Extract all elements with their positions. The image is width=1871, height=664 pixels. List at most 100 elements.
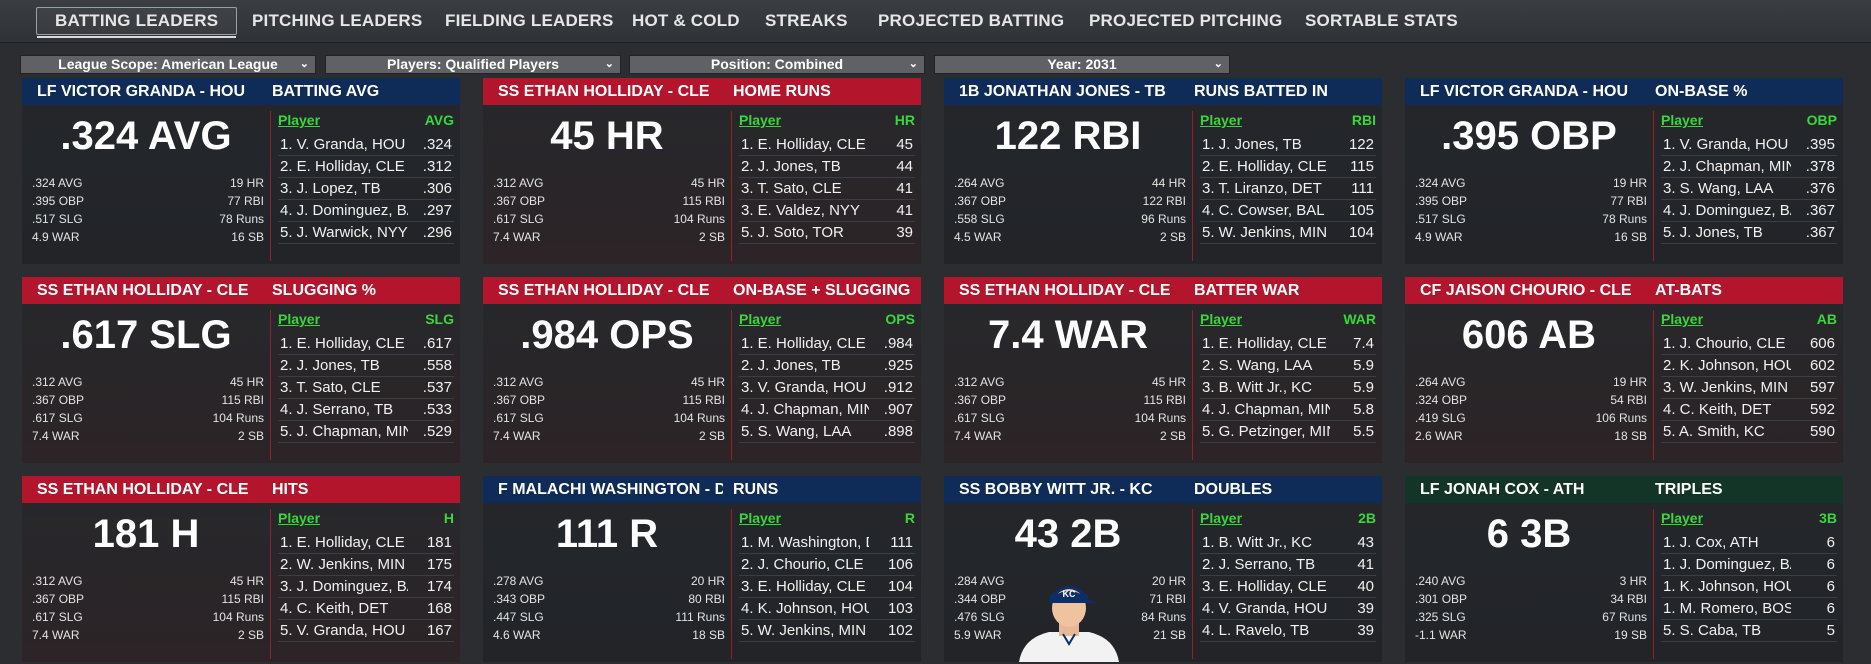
- leaderboard-row[interactable]: 4. J. Dominguez, BAL .367: [1661, 200, 1837, 222]
- column-header-stat[interactable]: H: [443, 510, 454, 526]
- leader-player-name[interactable]: 1B JONATHAN JONES - TB: [959, 83, 1166, 100]
- leaderboard-row[interactable]: 2. S. Wang, LAA 5.9: [1200, 355, 1376, 377]
- leaderboard-row[interactable]: 5. J. Soto, TOR 39: [739, 222, 915, 244]
- leader-player-name[interactable]: CF JAISON CHOURIO - CLE: [1420, 282, 1632, 299]
- leaderboard-row[interactable]: 1. J. Chourio, CLE 606: [1661, 333, 1837, 355]
- tab-sortable-stats[interactable]: SORTABLE STATS: [1305, 11, 1458, 30]
- leaderboard-row[interactable]: 3. B. Witt Jr., KC 5.9: [1200, 377, 1376, 399]
- leaderboard-row[interactable]: 3. W. Jenkins, MIN 597: [1661, 377, 1837, 399]
- column-header-stat[interactable]: SLG: [425, 311, 454, 327]
- filter-dropdown[interactable]: Year: 2031 ⌄: [934, 55, 1230, 74]
- leaderboard-row[interactable]: 1. V. Granda, HOU .324: [278, 134, 454, 156]
- leaderboard-row[interactable]: 5. J. Warwick, NYY .296: [278, 222, 454, 244]
- leaderboard-row[interactable]: 1. E. Holliday, CLE .984: [739, 333, 915, 355]
- filter-dropdown[interactable]: Position: Combined ⌄: [629, 55, 925, 74]
- leaderboard-row[interactable]: 1. M. Romero, BOS 6: [1661, 598, 1837, 620]
- leaderboard-row[interactable]: 3. T. Sato, CLE 41: [739, 178, 915, 200]
- leaderboard-row[interactable]: 2. K. Johnson, HOU 602: [1661, 355, 1837, 377]
- column-header-stat[interactable]: WAR: [1343, 311, 1376, 327]
- column-header-player[interactable]: Player: [739, 311, 782, 327]
- leaderboard-row[interactable]: 2. J. Serrano, TB 41: [1200, 554, 1376, 576]
- column-header-player[interactable]: Player: [1661, 510, 1704, 526]
- column-header-stat[interactable]: R: [904, 510, 915, 526]
- leaderboard-row[interactable]: 5. W. Jenkins, MIN 102: [739, 620, 915, 642]
- column-header-player[interactable]: Player: [1661, 112, 1704, 128]
- leader-player-name[interactable]: LF VICTOR GRANDA - HOU: [1420, 83, 1628, 100]
- leaderboard-row[interactable]: 5. J. Chapman, MIN .529: [278, 421, 454, 443]
- leaderboard-row[interactable]: 4. C. Keith, DET 592: [1661, 399, 1837, 421]
- column-header-stat[interactable]: OBP: [1806, 112, 1837, 128]
- tab-projected-pitching[interactable]: PROJECTED PITCHING: [1089, 11, 1283, 30]
- filter-dropdown[interactable]: League Scope: American League ⌄: [20, 55, 316, 74]
- tab-projected-batting[interactable]: PROJECTED BATTING: [878, 11, 1065, 30]
- leader-player-name[interactable]: SS ETHAN HOLLIDAY - CLE: [959, 282, 1171, 299]
- filter-dropdown[interactable]: Players: Qualified Players ⌄: [325, 55, 621, 74]
- leaderboard-row[interactable]: 1. B. Witt Jr., KC 43: [1200, 532, 1376, 554]
- leader-player-name[interactable]: SS ETHAN HOLLIDAY - CLE: [498, 83, 710, 100]
- column-header-player[interactable]: Player: [1200, 311, 1243, 327]
- leaderboard-row[interactable]: 1. V. Granda, HOU .395: [1661, 134, 1837, 156]
- leaderboard-row[interactable]: 3. T. Sato, CLE .537: [278, 377, 454, 399]
- column-header-stat[interactable]: RBI: [1351, 112, 1376, 128]
- leaderboard-row[interactable]: 2. W. Jenkins, MIN 175: [278, 554, 454, 576]
- column-header-stat[interactable]: 2B: [1358, 510, 1376, 526]
- leaderboard-row[interactable]: 4. L. Ravelo, TB 39: [1200, 620, 1376, 642]
- leaderboard-row[interactable]: 1. E. Holliday, CLE 181: [278, 532, 454, 554]
- column-header-stat[interactable]: HR: [894, 112, 915, 128]
- leaderboard-row[interactable]: 5. S. Caba, TB 5: [1661, 620, 1837, 642]
- leader-player-name[interactable]: SS ETHAN HOLLIDAY - CLE: [37, 282, 249, 299]
- leaderboard-row[interactable]: 4. V. Granda, HOU 39: [1200, 598, 1376, 620]
- leaderboard-row[interactable]: 3. E. Valdez, NYY 41: [739, 200, 915, 222]
- tab-fielding-leaders[interactable]: FIELDING LEADERS: [445, 11, 614, 30]
- leaderboard-row[interactable]: 3. E. Holliday, CLE 104: [739, 576, 915, 598]
- leaderboard-row[interactable]: 1. J. Jones, TB 122: [1200, 134, 1376, 156]
- column-header-player[interactable]: Player: [278, 112, 321, 128]
- leaderboard-row[interactable]: 4. J. Dominguez, BAL .297: [278, 200, 454, 222]
- column-header-player[interactable]: Player: [278, 510, 321, 526]
- leaderboard-row[interactable]: 2. E. Holliday, CLE 115: [1200, 156, 1376, 178]
- tab-streaks[interactable]: STREAKS: [765, 11, 848, 30]
- column-header-player[interactable]: Player: [1200, 112, 1243, 128]
- column-header-player[interactable]: Player: [1661, 311, 1704, 327]
- leaderboard-row[interactable]: 5. J. Jones, TB .367: [1661, 222, 1837, 244]
- leaderboard-row[interactable]: 1. K. Johnson, HOU 6: [1661, 576, 1837, 598]
- leaderboard-row[interactable]: 5. V. Granda, HOU 167: [278, 620, 454, 642]
- leader-player-name[interactable]: LF VICTOR GRANDA - HOU: [37, 83, 245, 100]
- leaderboard-row[interactable]: 1. E. Holliday, CLE .617: [278, 333, 454, 355]
- column-header-player[interactable]: Player: [1200, 510, 1243, 526]
- leaderboard-row[interactable]: 2. J. Jones, TB .558: [278, 355, 454, 377]
- leaderboard-row[interactable]: 5. A. Smith, KC 590: [1661, 421, 1837, 443]
- leader-player-name[interactable]: SS ETHAN HOLLIDAY - CLE: [498, 282, 710, 299]
- leaderboard-row[interactable]: 3. V. Granda, HOU .912: [739, 377, 915, 399]
- column-header-stat[interactable]: AB: [1816, 311, 1837, 327]
- leaderboard-row[interactable]: 2. J. Chourio, CLE 106: [739, 554, 915, 576]
- tab-hot-cold[interactable]: HOT & COLD: [632, 11, 740, 30]
- leaderboard-row[interactable]: 5. W. Jenkins, MIN 104: [1200, 222, 1376, 244]
- leaderboard-row[interactable]: 5. S. Wang, LAA .898: [739, 421, 915, 443]
- leaderboard-row[interactable]: 2. E. Holliday, CLE .312: [278, 156, 454, 178]
- leaderboard-row[interactable]: 4. J. Serrano, TB .533: [278, 399, 454, 421]
- leaderboard-row[interactable]: 3. S. Wang, LAA .376: [1661, 178, 1837, 200]
- leaderboard-row[interactable]: 5. G. Petzinger, MIN 5.5: [1200, 421, 1376, 443]
- column-header-stat[interactable]: OPS: [885, 311, 915, 327]
- leader-player-name[interactable]: SS BOBBY WITT JR. - KC: [959, 481, 1153, 498]
- leader-player-name[interactable]: LF JONAH COX - ATH: [1420, 481, 1585, 498]
- column-header-player[interactable]: Player: [278, 311, 321, 327]
- leaderboard-row[interactable]: 1. E. Holliday, CLE 7.4: [1200, 333, 1376, 355]
- leaderboard-row[interactable]: 2. J. Jones, TB .925: [739, 355, 915, 377]
- leaderboard-row[interactable]: 1. J. Dominguez, BAL 6: [1661, 554, 1837, 576]
- column-header-stat[interactable]: AVG: [424, 112, 454, 128]
- leaderboard-row[interactable]: 3. J. Dominguez, BAL 174: [278, 576, 454, 598]
- column-header-stat[interactable]: 3B: [1819, 510, 1837, 526]
- leaderboard-row[interactable]: 4. J. Chapman, MIN .907: [739, 399, 915, 421]
- leaderboard-row[interactable]: 4. C. Keith, DET 168: [278, 598, 454, 620]
- leaderboard-row[interactable]: 4. J. Chapman, MIN 5.8: [1200, 399, 1376, 421]
- leaderboard-row[interactable]: 4. C. Cowser, BAL 105: [1200, 200, 1376, 222]
- leaderboard-row[interactable]: 1. M. Washington, DET 111: [739, 532, 915, 554]
- leaderboard-row[interactable]: 1. J. Cox, ATH 6: [1661, 532, 1837, 554]
- leader-player-name[interactable]: F MALACHI WASHINGTON - DE: [498, 481, 723, 498]
- leaderboard-row[interactable]: 3. J. Lopez, TB .306: [278, 178, 454, 200]
- tab-batting-leaders[interactable]: BATTING LEADERS: [36, 7, 238, 38]
- column-header-player[interactable]: Player: [739, 112, 782, 128]
- leader-player-name[interactable]: SS ETHAN HOLLIDAY - CLE: [37, 481, 249, 498]
